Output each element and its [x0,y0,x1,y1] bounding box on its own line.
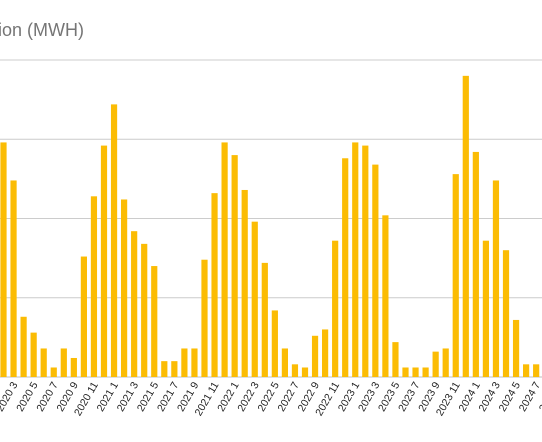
bar-2023-11 [452,174,459,377]
bar-2023-1 [352,142,359,377]
bar-2024-2 [482,240,489,377]
bar-2021-10 [201,259,208,377]
bar-2021-1 [110,104,118,377]
bar-2023-5 [392,342,399,377]
bar-2023-12 [462,75,469,377]
bar-2020-9 [70,357,77,377]
bar-2023-3 [372,164,379,377]
bar-2021-5 [151,266,158,377]
bar-2023-6 [402,367,409,377]
bar-2024-3 [492,180,500,377]
bar-2021-6 [161,361,168,377]
bar-2020-4 [20,316,27,377]
bar-2023-9 [432,351,439,377]
bar-2024-1 [472,151,479,377]
bar-2022-2 [241,189,248,377]
bar-2022-5 [271,310,278,377]
bar-2023-7 [412,367,419,377]
bar-2023-4 [382,215,389,377]
bar-2021-4 [141,243,148,377]
bar-2021-2 [121,199,128,377]
bar-2024-4 [502,250,510,377]
bar-2022-7 [291,364,299,377]
bar-2022-1 [231,155,238,377]
bar-2022-10 [322,329,329,377]
bar-2021-11 [211,193,218,377]
bar-2024-6 [523,364,530,377]
bar-2022-8 [301,367,309,377]
bar-2022-6 [281,348,288,377]
bar-2021-9 [191,348,198,377]
bar-2020-3 [10,180,17,377]
chart-title: ion (MWH) [0,20,84,40]
bar-2020-8 [60,348,67,377]
bar-2021-7 [171,361,178,377]
bar-2020-12 [100,145,108,377]
bar-2021-12 [221,142,228,377]
bar-2020-11 [90,196,98,377]
bar-2023-10 [442,348,449,377]
bar-2020-5 [30,332,37,377]
bar-2024-7 [533,364,540,377]
bar-series [0,75,540,377]
bar-2022-11 [332,240,339,377]
bar-2022-9 [311,335,319,377]
grid-lines [0,59,542,378]
bar-2022-12 [342,158,349,377]
bar-2023-8 [422,367,429,377]
bar-2022-3 [251,221,258,377]
bar-2021-3 [131,231,138,377]
bar-2020-6 [40,348,47,377]
bar-2022-4 [261,262,268,377]
bar-2020-7 [50,367,57,377]
bar-2021-8 [181,348,188,377]
bar-2024-5 [512,319,520,377]
bar-2023-2 [362,145,369,377]
bar-2020-10 [80,256,87,377]
bar-2020-2 [0,142,7,377]
